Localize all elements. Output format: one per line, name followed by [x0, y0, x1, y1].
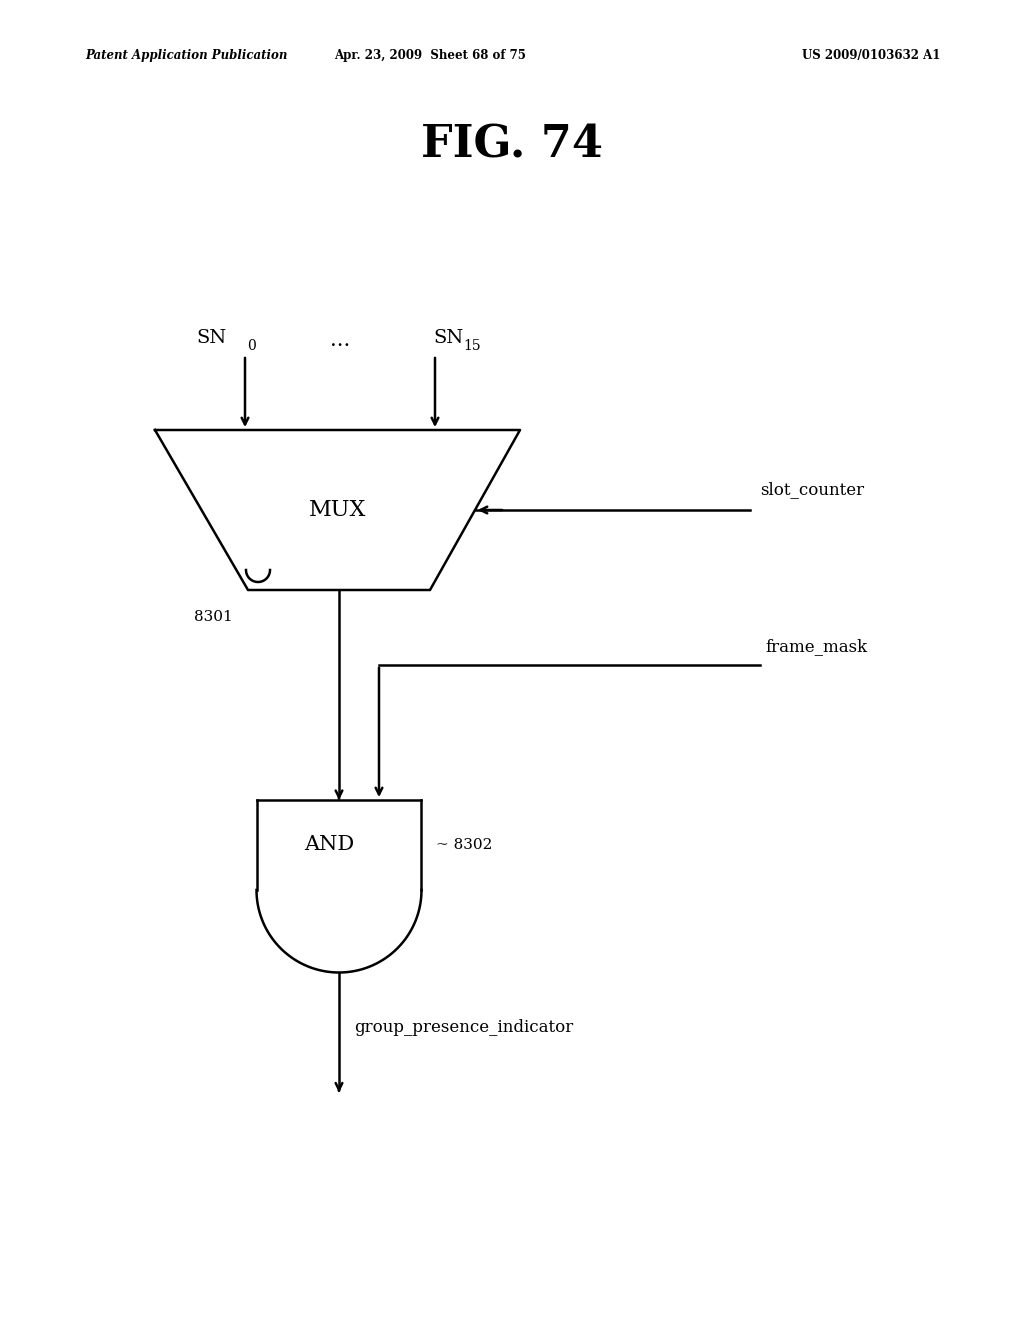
- Text: group_presence_indicator: group_presence_indicator: [354, 1019, 573, 1036]
- Text: SN: SN: [197, 329, 227, 347]
- Text: slot_counter: slot_counter: [760, 480, 864, 498]
- Text: 0: 0: [247, 339, 256, 352]
- Text: US 2009/0103632 A1: US 2009/0103632 A1: [802, 49, 940, 62]
- Text: 8301: 8301: [195, 610, 233, 624]
- Text: FIG. 74: FIG. 74: [421, 124, 603, 166]
- Text: SN: SN: [433, 329, 463, 347]
- Text: frame_mask: frame_mask: [765, 638, 867, 655]
- Text: Apr. 23, 2009  Sheet 68 of 75: Apr. 23, 2009 Sheet 68 of 75: [334, 49, 526, 62]
- Text: 15: 15: [463, 339, 480, 352]
- Text: AND: AND: [304, 836, 354, 854]
- Text: Patent Application Publication: Patent Application Publication: [85, 49, 288, 62]
- Text: ...: ...: [330, 331, 350, 350]
- Text: ~ 8302: ~ 8302: [436, 838, 493, 851]
- Text: MUX: MUX: [309, 499, 367, 521]
